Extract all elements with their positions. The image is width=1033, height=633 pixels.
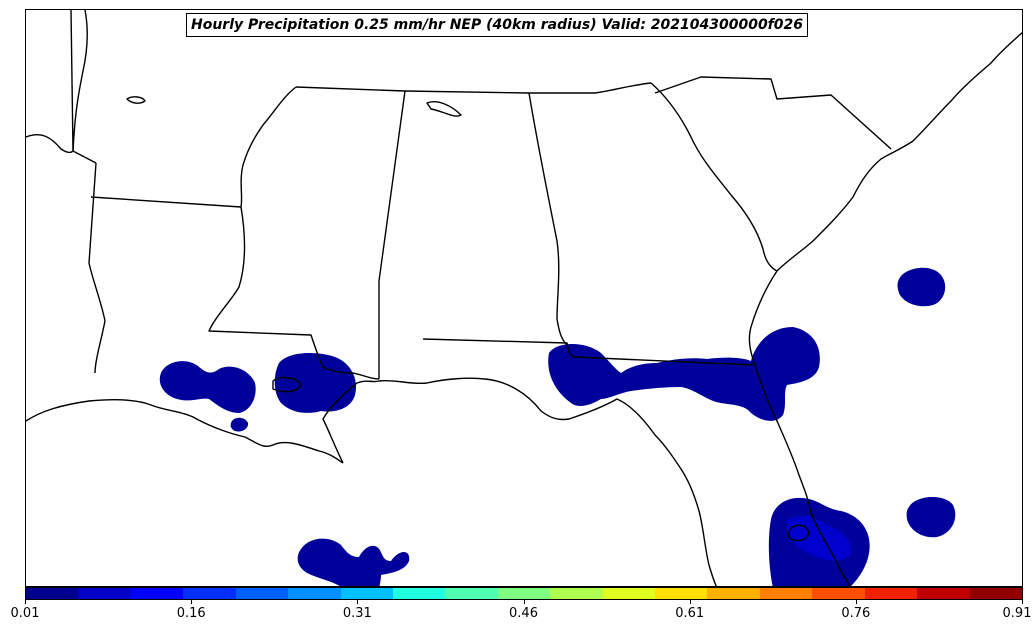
map-panel xyxy=(25,9,1023,587)
west-edge-border xyxy=(26,133,74,154)
colorbar-segment xyxy=(707,588,760,599)
colorbar-segment xyxy=(26,588,79,599)
colorbar-segment xyxy=(655,588,708,599)
lake-pontchartrain xyxy=(272,376,302,393)
precip-area-south-florida-core xyxy=(787,516,852,561)
colorbar-segment xyxy=(550,588,603,599)
mississippi-river xyxy=(240,86,297,208)
colorbar-tick xyxy=(25,600,26,604)
colorbar-tick xyxy=(689,600,691,604)
boundaries xyxy=(26,10,1022,586)
colorbar-segment xyxy=(288,588,341,599)
colorbar-tick-label: 0.91 xyxy=(1002,606,1032,621)
al-ga-border xyxy=(528,92,568,346)
map-title: Hourly Precipitation 0.25 mm/hr NEP (40k… xyxy=(186,13,809,37)
colorbar-segment xyxy=(340,588,393,599)
colorbar-segment xyxy=(759,588,813,599)
colorbar-segment xyxy=(445,588,498,599)
gulf-coastline xyxy=(26,377,717,586)
inland-lake-arkansas xyxy=(126,96,146,104)
colorbar-segment xyxy=(917,588,970,599)
colorbar-segment xyxy=(602,588,656,599)
map-canvas xyxy=(26,10,1022,586)
florida-keys-coast xyxy=(810,512,851,586)
precip-area-offshore-east xyxy=(906,496,956,538)
colorbar-segment xyxy=(864,588,918,599)
colorbar-segment xyxy=(969,588,1023,599)
colorbar-segment xyxy=(235,588,289,599)
colorbar-segment xyxy=(78,588,131,599)
nc-sc-border xyxy=(654,76,892,150)
colorbar-tick xyxy=(1022,600,1023,604)
colorbar-tick-label: 0.01 xyxy=(10,606,40,621)
colorbar-segment xyxy=(497,588,551,599)
colorbar xyxy=(25,587,1023,600)
colorbar-segment xyxy=(392,588,446,599)
ms-al-border xyxy=(378,90,406,379)
colorbar-segment xyxy=(812,588,865,599)
ga-sc-border xyxy=(650,82,778,272)
colorbar-tick-label: 0.61 xyxy=(675,606,705,621)
arkansas-south-border xyxy=(90,196,242,208)
precip-area-mississippi-delta xyxy=(274,353,357,413)
tn-south-border xyxy=(295,82,652,94)
arkansas-river xyxy=(72,10,88,152)
lake-okeechobee xyxy=(788,524,810,542)
atlantic-coastline xyxy=(748,31,1022,514)
colorbar-segment xyxy=(183,588,236,599)
al-fl-border xyxy=(422,338,754,366)
precip-field xyxy=(159,267,956,586)
colorbar-tick-label: 0.76 xyxy=(841,606,871,621)
ky-tn-border xyxy=(70,10,97,164)
precip-area-offshore-atlantic xyxy=(897,267,946,307)
ms-coast xyxy=(322,366,380,380)
colorbar-tick-label: 0.16 xyxy=(176,606,206,621)
la-ms-border-north xyxy=(208,206,324,368)
colorbar-tick xyxy=(855,600,857,604)
precip-area-small-cell xyxy=(230,417,249,432)
inland-lake-alabama xyxy=(426,101,462,117)
colorbar-tick-label: 0.46 xyxy=(509,606,538,621)
colorbar-tick-label: 0.31 xyxy=(342,606,372,621)
precip-area-florida-panhandle xyxy=(548,327,820,421)
colorbar-segment xyxy=(130,588,184,599)
precip-area-gulf xyxy=(297,538,410,586)
colorbar-tick xyxy=(191,600,193,604)
colorbar-tick xyxy=(357,600,359,604)
colorbar-tick xyxy=(523,600,525,604)
tx-la-border xyxy=(88,162,106,374)
precip-area-west-louisiana xyxy=(159,361,256,413)
